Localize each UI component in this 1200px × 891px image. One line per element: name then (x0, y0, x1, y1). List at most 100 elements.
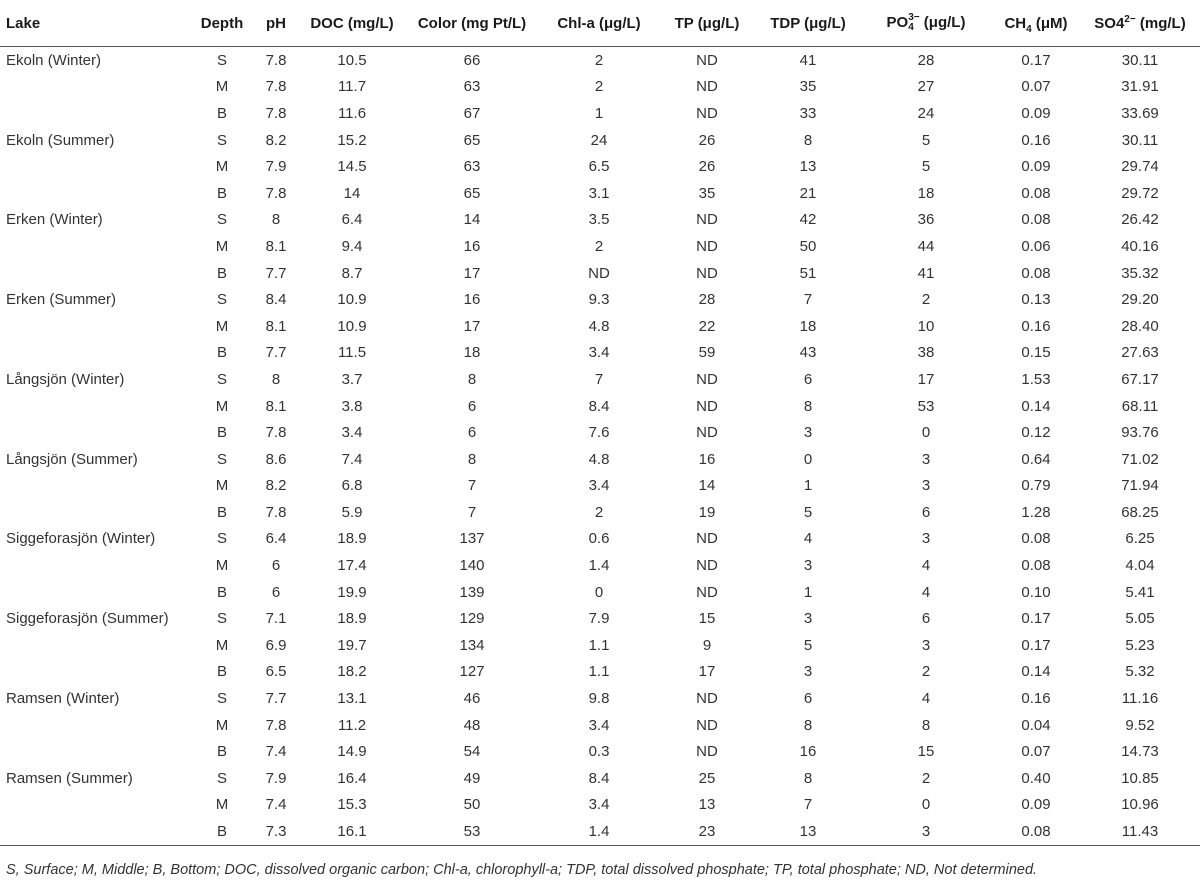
cell-so4: 26.42 (1121, 211, 1159, 229)
cell-chla: 24 (590, 131, 608, 149)
cell-lake (0, 419, 192, 446)
cell-ch4: 1.53 (1021, 370, 1051, 388)
cell-tdp: 50 (799, 237, 817, 255)
cell-ph: 8.1 (265, 317, 287, 335)
cell-color: 127 (459, 663, 485, 681)
cell-lake (0, 233, 192, 260)
cell-color: 67 (463, 104, 481, 122)
table-footnote: S, Surface; M, Middle; B, Bottom; DOC, d… (6, 862, 1038, 878)
cell-lake: Siggeforasjön (Winter) (6, 530, 156, 548)
cell-ch4: 0.40 (1021, 769, 1051, 787)
table-row: M 7.9 14.5 63 6.5 26 13 5 0.09 29.74 (0, 153, 1200, 180)
table-row: B 7.4 14.9 54 0.3 ND 16 15 0.07 14.73 (0, 738, 1200, 765)
cell-tp: 9 (702, 636, 712, 654)
cell-chla: 9.3 (588, 291, 610, 309)
header-so4-base: SO4 (1094, 14, 1125, 32)
cell-ph: 7.3 (252, 818, 300, 846)
table-row: Erken (Summer) S 8.4 10.9 16 9.3 28 7 2 0.13 29.20 (0, 286, 1200, 313)
cell-depth: B (216, 184, 227, 202)
cell-depth: S (216, 291, 227, 309)
cell-ch4: 0.12 (1021, 424, 1051, 442)
cell-doc: 15.2 (337, 131, 367, 149)
cell-depth: B (216, 264, 227, 282)
cell-po4: 3 (921, 477, 931, 495)
cell-doc: 14.5 (337, 158, 367, 176)
cell-ch4: 0.14 (1021, 663, 1051, 681)
cell-tdp: 6 (803, 370, 813, 388)
cell-tp: ND (696, 104, 718, 122)
cell-so4: 68.11 (1121, 397, 1159, 415)
cell-chla: 0.3 (588, 743, 610, 761)
cell-ch4: 0.08 (1021, 264, 1051, 282)
table-row: Långsjön (Summer) S 8.6 7.4 8 4.8 16 0 3 0.64 71.0… (0, 446, 1200, 473)
cell-ch4: 0.06 (1021, 237, 1051, 255)
cell-depth: S (216, 211, 227, 229)
cell-lake: Erken (Winter) (6, 211, 103, 229)
cell-tdp: 1 (803, 477, 813, 495)
cell-lake (0, 499, 192, 526)
cell-lake (0, 818, 192, 846)
cell-depth: B (216, 424, 227, 442)
cell-tp: ND (696, 51, 718, 69)
header-po4-sub: 4 (908, 22, 914, 33)
cell-lake: Långsjön (Summer) (6, 450, 138, 468)
cell-po4: 3 (860, 818, 992, 846)
cell-color: 17 (463, 317, 481, 335)
cell-color: 53 (404, 818, 540, 846)
cell-color: 137 (459, 530, 485, 548)
table-row: M 8.1 10.9 17 4.8 22 18 10 0.16 28.40 (0, 313, 1200, 340)
cell-lake (0, 153, 192, 180)
cell-po4: 2 (921, 769, 931, 787)
cell-so4: 71.02 (1121, 450, 1159, 468)
cell-po4: 6 (921, 503, 931, 521)
cell-chla: 1.1 (588, 636, 610, 654)
table-row: M 6 17.4 140 1.4 ND 3 4 0.08 4.04 (0, 552, 1200, 579)
cell-ch4: 0.07 (1021, 743, 1051, 761)
header-row: Lake Depth pH DOC (mg/L) Color (mg Pt/L)… (0, 0, 1200, 47)
table-row: B 7.8 11.6 67 1 ND 33 24 0.09 33.69 (0, 100, 1200, 127)
cell-ch4: 0.79 (1021, 477, 1051, 495)
cell-doc: 3.4 (341, 424, 363, 442)
table-row: Långsjön (Winter) S 8 3.7 8 7 ND 6 17 1.53 67.17 (0, 366, 1200, 393)
cell-po4: 53 (917, 397, 935, 415)
cell-lake: Ekoln (Winter) (6, 51, 102, 69)
cell-chla: 1.4 (588, 557, 610, 575)
cell-depth: M (215, 477, 229, 495)
cell-color: 6 (467, 397, 477, 415)
cell-doc: 14.9 (337, 743, 367, 761)
cell-so4: 30.11 (1121, 131, 1159, 149)
cell-lake: Erken (Summer) (6, 291, 117, 309)
cell-depth: S (216, 450, 227, 468)
cell-tdp: 3 (803, 424, 813, 442)
cell-ch4: 0.17 (1021, 636, 1051, 654)
cell-tdp: 13 (756, 818, 860, 846)
cell-color: 63 (463, 158, 481, 176)
cell-lake (0, 100, 192, 127)
cell-tp: 16 (698, 450, 716, 468)
cell-doc: 3.7 (341, 370, 363, 388)
cell-depth: B (216, 743, 227, 761)
cell-lake: Ramsen (Summer) (6, 769, 133, 787)
header-ch4: CH4 (μM) (992, 0, 1080, 47)
cell-ch4: 0.17 (1021, 610, 1051, 628)
table-row: M 7.8 11.2 48 3.4 ND 8 8 0.04 9.52 (0, 712, 1200, 739)
cell-doc: 10.5 (337, 51, 367, 69)
cell-ph: 7.8 (265, 78, 287, 96)
cell-depth: M (215, 796, 229, 814)
cell-depth: B (216, 503, 227, 521)
cell-so4: 29.72 (1121, 184, 1159, 202)
cell-so4: 5.41 (1125, 583, 1155, 601)
cell-so4: 33.69 (1121, 104, 1159, 122)
cell-doc: 11.7 (337, 78, 367, 96)
cell-doc: 6.4 (341, 211, 363, 229)
cell-po4: 0 (921, 796, 931, 814)
cell-tp: ND (696, 743, 718, 761)
cell-ph: 6.9 (265, 636, 287, 654)
cell-depth: S (216, 370, 227, 388)
cell-chla: 3.4 (588, 796, 610, 814)
table-row: Ekoln (Summer) S 8.2 15.2 65 24 26 8 5 0.16 30.11 (0, 127, 1200, 154)
cell-ph: 8 (271, 370, 281, 388)
cell-chla: ND (588, 264, 610, 282)
cell-tp: 17 (698, 663, 716, 681)
cell-doc: 10.9 (337, 317, 367, 335)
